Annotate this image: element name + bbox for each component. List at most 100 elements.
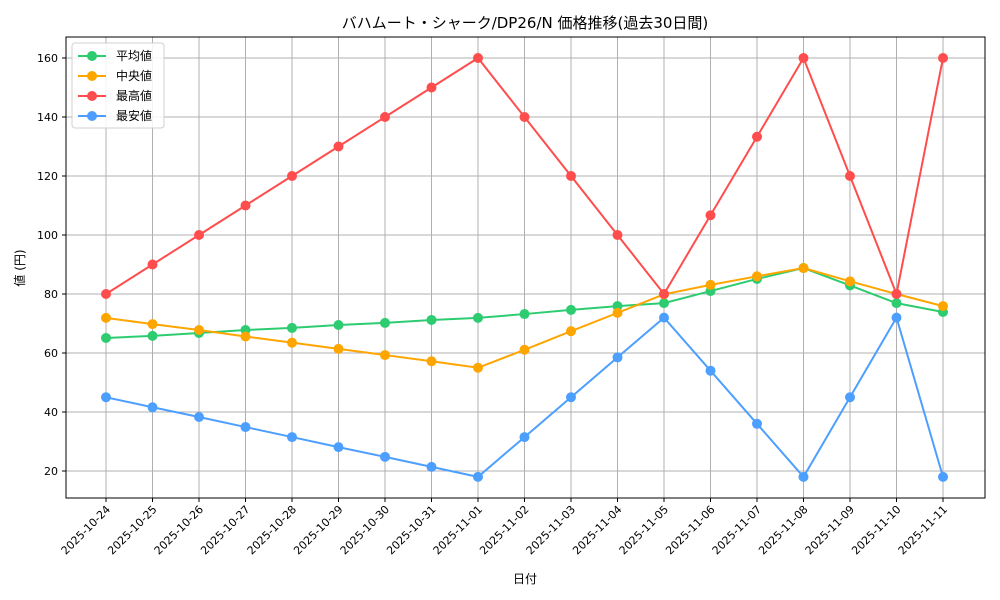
data-point [891,289,902,299]
data-point [101,312,111,323]
data-point [845,392,855,403]
x-axis: 2025-10-242025-10-252025-10-262025-10-27… [59,498,950,557]
data-point [519,309,530,320]
data-point [380,451,390,462]
data-point [938,471,948,482]
legend-item: 最安値 [78,108,152,123]
data-point [566,392,576,403]
legend-item: 中央値 [78,68,152,83]
data-point [380,112,390,122]
data-point [426,314,437,325]
data-point [519,344,530,355]
data-point [473,53,483,63]
data-point [752,271,762,282]
data-point [194,412,204,423]
data-point [612,307,623,318]
data-point [380,350,390,361]
legend-label: 平均値 [116,48,152,63]
data-point [473,471,483,482]
data-point [333,319,344,330]
data-point [566,304,576,315]
legend-marker-icon [87,91,97,101]
data-point [101,392,111,403]
data-point [938,53,948,63]
y-tick-label: 120 [37,170,58,183]
data-point [566,171,576,181]
data-point [473,362,483,373]
data-point [380,317,390,328]
legend-frame [71,42,165,129]
y-tick-label: 160 [37,52,58,65]
legend-marker-icon [87,71,97,81]
x-axis-label: 日付 [513,572,537,586]
data-point [426,461,437,472]
legend-label: 最安値 [116,108,152,123]
data-point [426,356,437,367]
data-point [659,289,669,299]
data-point [891,298,902,309]
chart-title: バハムート・シャーク/DP26/N 価格推移(過去30日間) [342,14,709,32]
data-point [612,230,623,240]
data-point [798,471,809,482]
data-point [612,352,623,363]
data-point [752,131,762,142]
data-point [891,312,902,323]
y-axis-label: 値 (円) [12,249,27,286]
data-point [147,330,158,341]
legend-label: 中央値 [116,68,152,83]
data-point [147,319,158,330]
data-point [101,332,111,343]
data-point [240,422,251,433]
data-point [798,263,809,274]
data-point [752,418,762,429]
data-point [287,337,297,348]
data-point [287,322,297,333]
data-point [938,301,948,312]
data-point [845,276,855,287]
y-tick-label: 80 [44,288,58,301]
legend-marker-icon [87,111,97,121]
data-point [705,365,716,376]
series-3 [101,312,948,482]
data-point [147,259,158,270]
data-point [287,171,297,181]
series-1 [101,263,948,373]
data-point [194,230,204,240]
data-point [333,343,344,354]
data-point [147,402,158,413]
y-axis: 20 40 60 80 100 120 140 160 [37,52,66,478]
data-point [194,324,204,335]
data-point [845,171,855,181]
data-point [659,298,669,309]
data-point [798,53,809,63]
data-point [240,331,251,342]
legend-label: 最高値 [116,88,152,103]
y-tick-label: 40 [44,406,58,419]
legend-item: 平均値 [78,48,152,63]
data-point [519,112,530,122]
x-tick-label: 2025-11-11 [896,503,950,557]
y-tick-label: 100 [37,229,58,242]
data-point [426,82,437,93]
plot-frame [65,36,986,499]
data-point [659,312,669,323]
data-point [473,312,483,323]
y-tick-label: 140 [37,111,58,124]
data-point [101,289,111,299]
data-point [333,442,344,453]
data-point [705,279,716,290]
data-point [240,200,251,211]
data-point [705,210,716,221]
data-point [566,326,576,337]
data-point [519,432,530,443]
data-point [287,432,297,443]
grid [66,37,985,498]
series-2 [101,53,948,299]
series-group [101,53,948,482]
y-tick-label: 60 [44,347,58,360]
y-tick-label: 20 [44,465,58,478]
legend-item: 最高値 [78,88,152,103]
data-point [333,141,344,152]
